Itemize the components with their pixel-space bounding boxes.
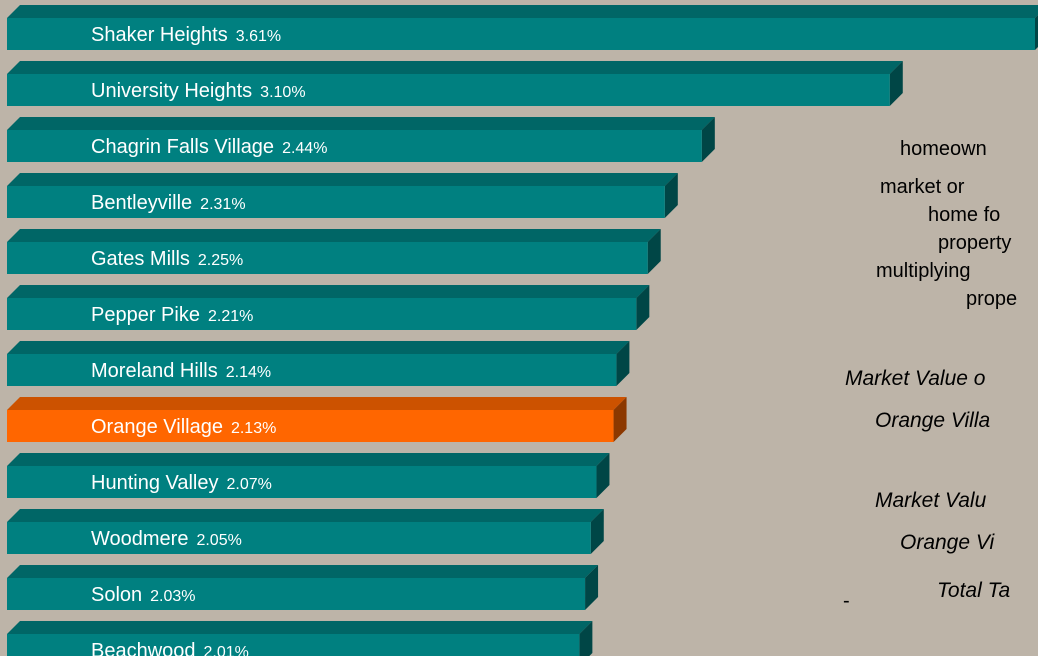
category-label: Woodmere: [91, 528, 188, 550]
value-label: 2.13%: [231, 420, 276, 437]
value-label: 2.03%: [150, 588, 195, 605]
category-label: Moreland Hills: [91, 360, 218, 382]
value-label: 2.05%: [196, 532, 241, 549]
bar-label: University Heights 3.10%: [91, 80, 306, 102]
bar-top: [7, 341, 630, 354]
bar: [7, 578, 586, 610]
bar-side: [664, 173, 678, 218]
bar: [7, 354, 617, 386]
bar-label: Shaker Heights 3.61%: [91, 24, 281, 46]
bar-top: [7, 5, 1038, 18]
bar-label: Pepper Pike 2.21%: [91, 304, 253, 326]
annotation: Orange Vi: [900, 531, 996, 554]
bar-side: [596, 453, 610, 498]
bar: [7, 466, 597, 498]
category-label: Pepper Pike: [91, 304, 200, 326]
bar: [7, 522, 591, 554]
value-label: 2.21%: [208, 308, 253, 325]
bar-top: [7, 117, 715, 130]
bar-top: [7, 397, 627, 410]
value-label: 3.10%: [260, 84, 305, 101]
bar-label: Woodmere 2.05%: [91, 528, 242, 550]
annotation: market or: [880, 176, 965, 198]
bar-label: Hunting Valley 2.07%: [91, 472, 272, 494]
bar-label: Moreland Hills 2.14%: [91, 360, 271, 382]
annotation: prope: [966, 288, 1017, 310]
annotation: multiplying: [876, 260, 970, 282]
category-label: Beachwood: [91, 640, 196, 656]
category-label: Shaker Heights: [91, 24, 228, 46]
bar-label: Solon 2.03%: [91, 584, 196, 606]
category-label: University Heights: [91, 80, 252, 102]
value-label: 2.44%: [282, 140, 327, 157]
bar-label: Bentleyville 2.31%: [91, 192, 246, 214]
bar-side: [889, 61, 903, 106]
bar: [7, 18, 1035, 50]
bar-label: Beachwood 2.01%: [91, 640, 249, 656]
bar: [7, 410, 614, 442]
annotation: Orange Villa: [875, 409, 990, 432]
bar: [7, 74, 890, 106]
bar-side: [616, 341, 630, 386]
bar-side: [613, 397, 627, 442]
bar-top: [7, 61, 903, 74]
bar-side: [636, 285, 650, 330]
category-label: Bentleyville: [91, 192, 192, 214]
annotation: home fo: [928, 204, 1000, 226]
category-label: Chagrin Falls Village: [91, 136, 274, 158]
value-label: 2.01%: [204, 644, 249, 656]
bar-side: [590, 509, 604, 554]
bar: [7, 634, 580, 656]
bar: [7, 130, 702, 162]
category-label: Orange Village: [91, 416, 223, 438]
annotation: Total Ta: [937, 579, 1010, 602]
bar-side: [579, 621, 593, 656]
bar-label: Chagrin Falls Village 2.44%: [91, 136, 327, 158]
bar-top: [7, 453, 610, 466]
value-label: 2.25%: [198, 252, 243, 269]
value-label: 2.07%: [226, 476, 271, 493]
bar: [7, 242, 648, 274]
value-label: 3.61%: [236, 28, 281, 45]
annotation: property: [938, 232, 1011, 254]
annotation: Market Valu: [875, 489, 987, 512]
category-label: Gates Mills: [91, 248, 190, 270]
bar-side: [585, 565, 599, 610]
bar-top: [7, 509, 604, 522]
bar-side: [647, 229, 661, 274]
annotation: Market Value o: [845, 367, 986, 390]
bar-top: [7, 285, 650, 298]
bar-side: [701, 117, 715, 162]
category-label: Solon: [91, 584, 142, 606]
value-label: 2.31%: [200, 196, 245, 213]
value-label: 2.14%: [226, 364, 271, 381]
annotation: -: [843, 590, 850, 612]
bar: [7, 298, 637, 330]
bar-top: [7, 565, 599, 578]
bar: [7, 186, 665, 218]
annotation: homeown: [900, 138, 987, 160]
bar-top: [7, 173, 678, 186]
bar-label: Orange Village 2.13%: [91, 416, 276, 438]
bar-label: Gates Mills 2.25%: [91, 248, 243, 270]
bar-top: [7, 621, 593, 634]
category-label: Hunting Valley: [91, 472, 218, 494]
bar-top: [7, 229, 661, 242]
bar-side: [1035, 15, 1038, 50]
